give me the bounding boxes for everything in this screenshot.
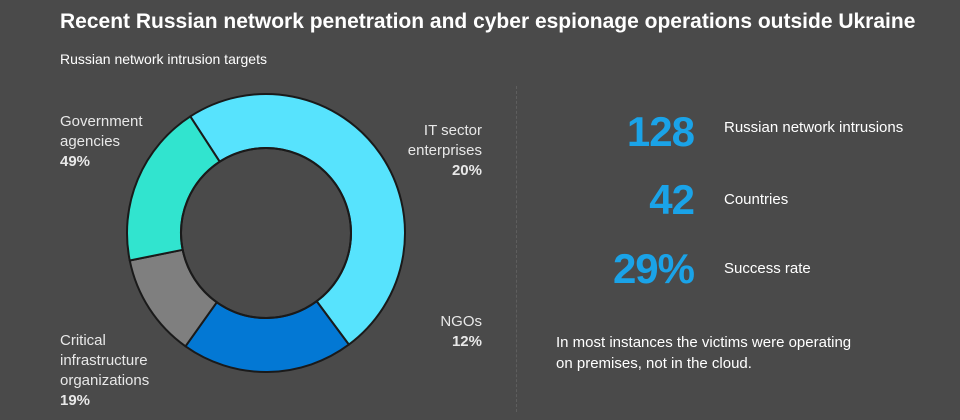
label-it-line2: enterprises bbox=[407, 142, 482, 159]
donut-slices bbox=[126, 93, 406, 373]
donut-hole bbox=[180, 147, 352, 319]
label-ci-pct: 19% bbox=[60, 392, 91, 409]
stat-intrusions-value: 128 bbox=[626, 108, 695, 155]
label-critical-infrastructure: Critical infrastructure organizations 19… bbox=[60, 331, 149, 411]
stat-success-rate-value: 29% bbox=[612, 245, 695, 292]
label-ngos: NGOs 12% bbox=[342, 312, 482, 352]
label-ci-line1: Critical bbox=[60, 332, 106, 349]
label-gov-pct: 49% bbox=[60, 153, 91, 170]
label-ci-line3: organizations bbox=[60, 372, 150, 389]
label-it-sector: IT sector enterprises 20% bbox=[342, 121, 482, 181]
label-ngo-line1: NGOs bbox=[440, 313, 482, 330]
label-gov-line1: Government bbox=[60, 113, 143, 130]
donut-chart bbox=[126, 93, 406, 373]
label-government-agencies: Government agencies 49% bbox=[60, 112, 143, 172]
footnote: In most instances the victims were opera… bbox=[556, 332, 886, 374]
stat-intrusions-label: Russian network intrusions bbox=[724, 119, 904, 136]
label-it-pct: 20% bbox=[451, 162, 482, 179]
label-ngo-pct: 12% bbox=[451, 333, 482, 350]
stat-countries-label: Countries bbox=[724, 191, 789, 208]
stat-success-rate-label: Success rate bbox=[724, 260, 811, 277]
stat-countries-value: 42 bbox=[649, 176, 695, 223]
label-gov-line2: agencies bbox=[60, 133, 121, 150]
chart-subtitle: Russian network intrusion targets bbox=[60, 51, 267, 67]
label-it-line1: IT sector bbox=[423, 122, 482, 139]
label-ci-line2: infrastructure bbox=[60, 352, 148, 369]
section-divider bbox=[516, 86, 517, 412]
chart-title: Recent Russian network penetration and c… bbox=[60, 10, 916, 33]
footnote-line2: on premises, not in the cloud. bbox=[556, 355, 752, 372]
footnote-line1: In most instances the victims were opera… bbox=[556, 334, 852, 351]
